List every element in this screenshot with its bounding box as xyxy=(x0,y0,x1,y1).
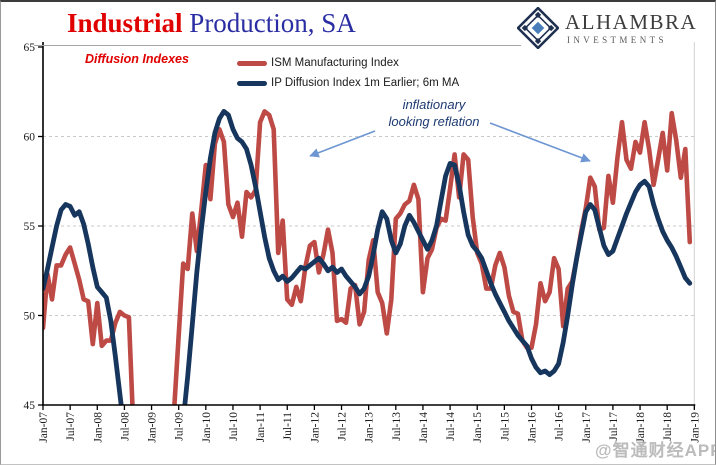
x-tick-label-Jan-11: Jan-11 xyxy=(255,412,267,442)
annotation-arrow-right xyxy=(489,122,591,163)
x-tick-label-Jul-14: Jul-14 xyxy=(445,412,457,441)
x-tick-label-Jan-18: Jan-18 xyxy=(635,412,647,443)
x-tick-label-Jan-14: Jan-14 xyxy=(418,412,430,443)
x-tick-label-Jul-13: Jul-13 xyxy=(391,412,403,441)
legend: ISM Manufacturing Index IP Diffusion Ind… xyxy=(237,53,459,93)
legend-swatch-ism xyxy=(237,60,267,66)
legend-label-ip: IP Diffusion Index 1m Earlier; 6m MA xyxy=(271,77,460,89)
legend-item-ism: ISM Manufacturing Index xyxy=(237,53,459,73)
y-tick-label-55: 55 xyxy=(24,221,36,233)
chart-title-rest: Production, SA xyxy=(182,8,356,38)
x-tick-label-Jul-12: Jul-12 xyxy=(337,412,349,441)
x-tick-label-Jul-16: Jul-16 xyxy=(554,412,566,441)
annotation-line2: looking reflation xyxy=(388,113,480,129)
annotation-line1: inflationary xyxy=(402,97,466,112)
x-tick-label-Jul-17: Jul-17 xyxy=(608,412,620,441)
annotation-inflationary-reflation: inflationary looking reflation xyxy=(334,97,534,131)
x-tick-label-Jan-07: Jan-07 xyxy=(38,412,50,443)
x-tick-label-Jul-10: Jul-10 xyxy=(228,412,240,441)
annotation-arrow-left xyxy=(309,130,376,158)
legend-label-ism: ISM Manufacturing Index xyxy=(271,57,399,69)
alhambra-diamond-icon xyxy=(517,7,559,49)
x-tick-label-Jul-15: Jul-15 xyxy=(499,412,511,441)
x-tick-label-Jan-17: Jan-17 xyxy=(581,412,593,443)
y-tick-label-60: 60 xyxy=(24,132,36,144)
logo-subname: INVESTMENTS xyxy=(567,34,667,45)
alhambra-logo: ALHAMBRA INVESTMENTS xyxy=(517,7,707,49)
x-tick-label-Jul-08: Jul-08 xyxy=(119,412,131,441)
chart-title-word-industrial: Industrial xyxy=(67,8,183,38)
legend-item-ip: IP Diffusion Index 1m Earlier; 6m MA xyxy=(237,73,459,93)
x-tick-label-Jan-10: Jan-10 xyxy=(201,412,213,443)
y-tick-label-45: 45 xyxy=(24,400,36,412)
x-tick-label-Jan-12: Jan-12 xyxy=(309,412,321,443)
x-tick-label-Jan-19: Jan-19 xyxy=(689,412,701,443)
series-line-ip-diffusion xyxy=(43,109,693,405)
chart-title: Industrial Production, SA xyxy=(67,8,356,39)
x-tick-label-Jul-11: Jul-11 xyxy=(282,412,294,441)
x-tick-label-Jan-09: Jan-09 xyxy=(147,412,159,443)
header-divider xyxy=(34,45,521,46)
x-tick-label-Jul-07: Jul-07 xyxy=(65,412,77,441)
watermark: @智通财经APP xyxy=(595,441,716,460)
x-tick-label-Jan-16: Jan-16 xyxy=(526,412,538,443)
x-tick-label-Jan-08: Jan-08 xyxy=(92,412,104,443)
x-tick-label-Jan-15: Jan-15 xyxy=(472,412,484,443)
logo-name: ALHAMBRA xyxy=(565,9,698,34)
y-tick-label-50: 50 xyxy=(24,311,36,323)
x-tick-label-Jul-09: Jul-09 xyxy=(174,412,186,441)
y-tick-label-65: 65 xyxy=(24,42,36,54)
chart-subtitle: Diffusion Indexes xyxy=(85,52,189,66)
x-tick-label-Jan-13: Jan-13 xyxy=(364,412,376,443)
x-tick-label-Jul-18: Jul-18 xyxy=(662,412,674,441)
legend-swatch-ip xyxy=(237,80,267,86)
